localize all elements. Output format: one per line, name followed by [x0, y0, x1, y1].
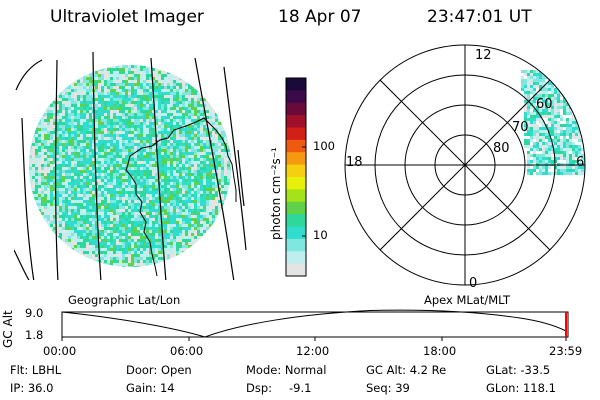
info-door: Door: Open — [126, 363, 192, 377]
mlat-label-80: 80 — [493, 141, 510, 156]
altitude-xtick-0000: 00:00 — [43, 344, 77, 358]
altitude-xtick-1200: 12:00 — [296, 344, 330, 358]
colorbar-unit-label: photon cm⁻²s⁻¹ — [269, 147, 283, 240]
info-glon: GLon: 118.1 — [486, 381, 556, 395]
polar-plot[interactable] — [344, 44, 587, 286]
mlat-label-60: 60 — [536, 97, 553, 112]
colorbar — [285, 77, 307, 277]
altitude-plot[interactable] — [61, 309, 569, 341]
colorbar-tick-10: 10 — [313, 228, 328, 242]
altitude-ylabel: GC Alt — [1, 310, 15, 348]
info-mode: Mode: Normal — [246, 363, 327, 377]
info-gain: Gain: 14 — [126, 381, 175, 395]
mlt-label-6: 6 — [576, 155, 585, 170]
altitude-xtick-2359: 23:59 — [549, 344, 583, 358]
info-gc-alt: GC Alt: 4.2 Re — [366, 363, 447, 377]
colorbar-tick-100: 100 — [313, 139, 335, 153]
mlat-label-70: 70 — [512, 120, 529, 135]
altitude-ytick-1-8: 1.8 — [25, 328, 44, 342]
date-label: 18 Apr 07 — [278, 7, 362, 27]
polar-panel-label: Apex MLat/MLT — [424, 293, 511, 307]
altitude-xtick-1800: 18:00 — [423, 344, 457, 358]
mlt-label-0: 0 — [469, 276, 478, 291]
altitude-curve — [61, 309, 567, 338]
geo-grid-lines — [14, 51, 247, 280]
geo-panel-label: Geographic Lat/Lon — [68, 293, 181, 307]
polar-grid — [344, 44, 586, 286]
info-dsp-value: -9.1 — [289, 381, 312, 395]
time-label: 23:47:01 UT — [427, 7, 532, 27]
info-dsp-label: Dsp: — [246, 381, 273, 395]
mlt-label-18: 18 — [346, 155, 363, 170]
info-seq: Seq: 39 — [366, 381, 410, 395]
info-ip: IP: 36.0 — [10, 381, 54, 395]
geographic-image[interactable] — [14, 51, 247, 282]
info-glat: GLat: -33.5 — [486, 363, 551, 377]
altitude-xtick-0600: 06:00 — [170, 344, 204, 358]
info-flt: Flt: LBHL — [10, 363, 62, 377]
instrument-title: Ultraviolet Imager — [50, 7, 204, 27]
altitude-ytick-9: 9.0 — [25, 306, 44, 320]
coastline — [125, 117, 237, 277]
mlt-label-12: 12 — [475, 48, 492, 63]
altitude-ticks — [61, 337, 567, 341]
